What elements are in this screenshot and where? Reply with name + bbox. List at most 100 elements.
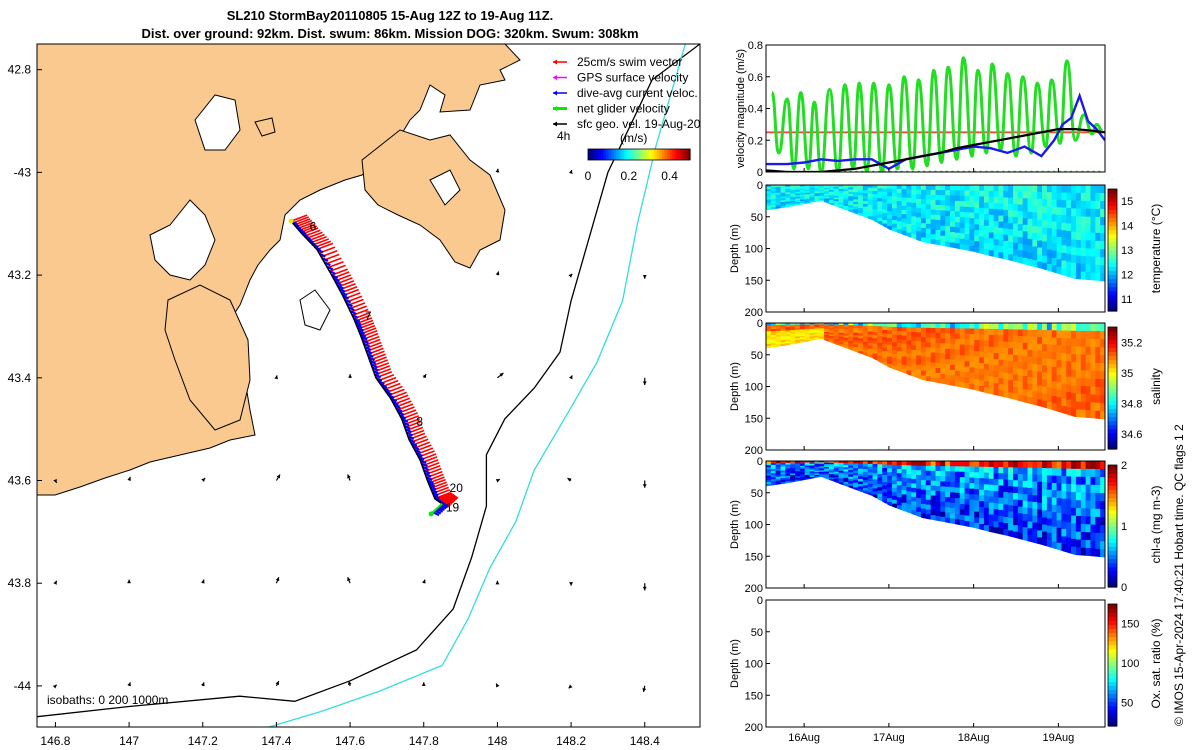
temperature-cell xyxy=(795,193,801,196)
temperature-cell xyxy=(1080,263,1087,273)
temperature-cell xyxy=(1051,236,1058,245)
salinity-cell xyxy=(785,341,791,344)
chla-cell xyxy=(969,521,975,528)
salinity-cell xyxy=(882,333,888,338)
temperature-cell xyxy=(1095,216,1101,226)
temperature-cell xyxy=(1037,191,1043,200)
salinity-cell xyxy=(891,334,898,340)
temperature-cell xyxy=(1100,241,1105,250)
oxygen-colorbar-cell xyxy=(1108,713,1117,719)
salinity-cell xyxy=(925,371,932,377)
temperature-cell xyxy=(766,201,772,205)
chla-cell xyxy=(940,506,946,513)
salinity-cell xyxy=(1032,370,1038,379)
temperature-cell xyxy=(901,222,908,228)
salinity-cell xyxy=(872,326,878,330)
salinity-cell xyxy=(1080,323,1087,332)
salinity-cell xyxy=(848,323,854,326)
chla-cell xyxy=(930,495,937,501)
temperature-cell xyxy=(920,204,927,210)
salinity-cell xyxy=(930,352,937,359)
chla-cell xyxy=(1008,473,1014,481)
chla-cell xyxy=(824,461,830,464)
temperature-cell xyxy=(819,198,825,201)
salinity-cell xyxy=(940,338,946,344)
salinity-cell xyxy=(843,335,849,339)
temperature-cell xyxy=(1090,216,1096,226)
peninsula-bay xyxy=(429,169,461,206)
salinity-cell xyxy=(867,331,874,336)
salinity-cell xyxy=(853,325,859,329)
chla-cell xyxy=(1100,493,1105,502)
chla-cell xyxy=(862,490,869,495)
salinity-cell xyxy=(964,366,970,373)
temperature-cell xyxy=(959,233,966,240)
salinity-cell xyxy=(974,345,980,352)
chla-cell xyxy=(935,485,941,492)
salinity-cell xyxy=(887,334,893,339)
chla-cell xyxy=(790,473,796,476)
salinity-cell xyxy=(1042,379,1048,388)
chla-cell xyxy=(766,465,772,468)
chla-cell xyxy=(1090,476,1096,486)
salinity-cell xyxy=(814,335,820,338)
temperature-colorbar-tick-label: 14 xyxy=(1121,221,1133,233)
salinity-cell xyxy=(814,328,820,331)
temperature-cell xyxy=(993,251,1000,258)
temperature-cell xyxy=(848,198,854,202)
salinity-cell xyxy=(1003,366,1009,374)
chla-cell xyxy=(780,472,786,475)
salinity-cell xyxy=(920,332,927,338)
chla-cell xyxy=(1042,496,1048,504)
temperature-cell xyxy=(930,224,937,230)
salinity-cell xyxy=(969,361,975,368)
chla-cell xyxy=(1017,474,1024,482)
salinity-cell xyxy=(785,337,791,341)
salinity-cell xyxy=(1061,330,1067,339)
chla-cell xyxy=(1046,482,1053,491)
salinity-cell xyxy=(1056,389,1063,398)
chla-cell xyxy=(983,496,990,503)
chla-cell xyxy=(882,492,888,497)
chla-ytick-label: 0 xyxy=(757,456,763,468)
temperature-cell xyxy=(867,193,874,198)
chla-cell xyxy=(901,486,908,491)
salinity-cell xyxy=(964,328,970,335)
chla-cell xyxy=(935,470,941,477)
temperature-cell xyxy=(785,186,791,190)
salinity-cell xyxy=(790,338,796,342)
temperature-cell xyxy=(1095,272,1101,282)
temperature-cell xyxy=(930,239,937,245)
salinity-colorbar-cell xyxy=(1108,359,1117,365)
chla-cell xyxy=(1051,482,1058,491)
temperature-cell xyxy=(911,207,917,213)
temperature-cell xyxy=(1032,232,1038,241)
temperature-cell xyxy=(877,198,883,202)
chla-cell xyxy=(790,466,796,469)
chla-cell xyxy=(950,461,956,467)
salinity-cell xyxy=(1066,361,1072,370)
temperature-cell xyxy=(925,209,932,215)
dive-current-vector xyxy=(368,356,375,362)
chla-section-layer xyxy=(766,461,1105,588)
chla-cell xyxy=(998,473,1004,480)
temperature-cell xyxy=(862,209,869,213)
temperature-cell xyxy=(843,208,849,211)
salinity-cell xyxy=(954,333,961,340)
salinity-cell xyxy=(916,373,922,380)
chla-cell xyxy=(1061,521,1067,530)
salinity-cell xyxy=(979,328,985,336)
salinity-cell xyxy=(935,332,941,339)
chla-cell xyxy=(983,461,990,468)
chla-cell xyxy=(1012,480,1019,488)
salinity-cell xyxy=(1085,378,1092,387)
salinity-cell xyxy=(819,331,825,333)
geo-velocity-arrowhead xyxy=(568,375,573,380)
temperature-cell xyxy=(1100,249,1105,258)
temperature-cell xyxy=(790,200,796,204)
salinity-cell xyxy=(877,345,883,350)
salinity-cell xyxy=(770,333,777,336)
salinity-cell xyxy=(872,335,878,339)
salinity-cell xyxy=(790,342,796,345)
chla-cell xyxy=(916,484,922,490)
